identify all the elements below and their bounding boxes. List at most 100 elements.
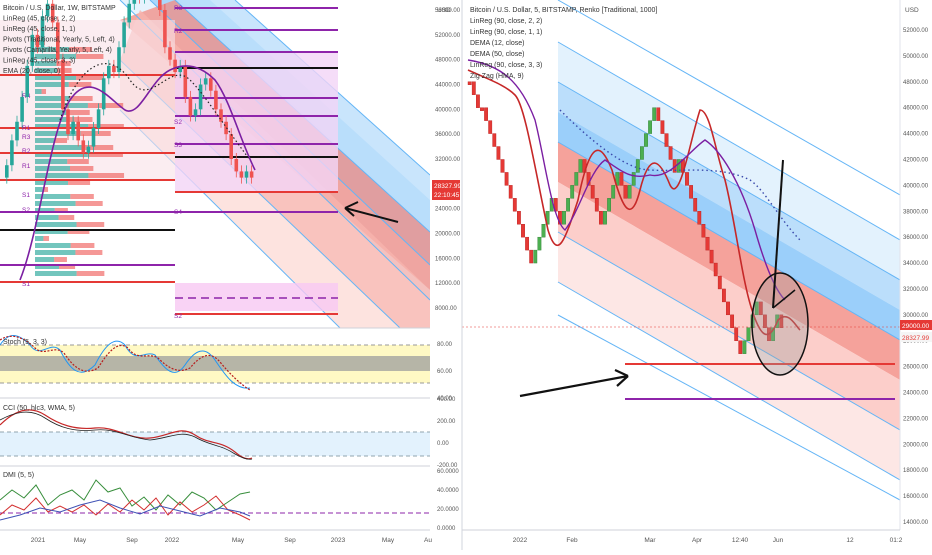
renko-brick: [590, 185, 595, 199]
renko-brick: [607, 198, 612, 212]
right-x-tick: Apr: [692, 537, 703, 544]
left-legend-item: LinReg (45, close, 3, 3): [3, 58, 75, 65]
left-x-axis: 2021 May Sep 2022 May Sep 2023 May Au: [31, 537, 433, 544]
right-price-tick: 38000.00: [903, 209, 929, 215]
right-channel-red: [558, 142, 900, 380]
right-main-pane[interactable]: [462, 0, 900, 501]
right-price-tick: 42000.00: [903, 157, 929, 163]
renko-brick: [537, 236, 542, 251]
volume-bar-down: [68, 82, 92, 87]
volume-bar-up: [35, 159, 68, 164]
left-price-tick: 16000.00: [435, 256, 461, 262]
dmi-label: DMI (5, 5): [3, 472, 34, 479]
right-channel-lines: [557, 0, 900, 501]
left-x-tick: Sep: [126, 537, 138, 544]
renko-brick: [779, 314, 784, 328]
pivot-zone-s: [175, 283, 338, 311]
left-legend: Bitcoin / U.S. Dollar, 1W, BITSTAMP LinRe…: [3, 5, 116, 75]
right-channel-blue-dark: [558, 112, 900, 340]
right-legend-item: LinReg (90, close, 3, 3): [470, 62, 542, 69]
renko-brick: [726, 301, 730, 316]
volume-bar-up: [35, 201, 76, 206]
volume-bar-down: [76, 54, 104, 59]
candle-body: [81, 140, 86, 153]
right-price-tick: 24000.00: [903, 391, 929, 397]
left-legend-item: EMA (20, close, 0): [3, 68, 60, 75]
candle-body: [122, 22, 126, 48]
right-legend-item: Bitcoin / U.S. Dollar, 5, BITSTAMP, Renk…: [470, 7, 657, 14]
candle-body: [219, 109, 223, 122]
candle-body: [158, 0, 162, 10]
renko-brick: [566, 198, 571, 212]
renko-brick: [484, 107, 488, 121]
left-x-tick: May: [382, 537, 395, 544]
volume-bar-up: [35, 96, 70, 101]
renko-brick: [660, 120, 665, 134]
renko-brick: [713, 262, 718, 277]
right-x-tick: 01:2: [890, 537, 903, 544]
right-legend-item: LinReg (90, close, 2, 2): [470, 18, 542, 25]
renko-brick: [697, 211, 702, 225]
renko-brick: [533, 249, 538, 264]
left-countdown: 22:10:45: [434, 192, 460, 199]
pivot-label: R3: [174, 5, 183, 12]
dmi-minus-line: [0, 495, 251, 521]
right-price-tick: 40000.00: [903, 183, 929, 189]
renko-brick: [693, 198, 698, 212]
cci-line: [0, 409, 253, 460]
indicator-tick: -200.00: [437, 463, 458, 469]
candle-body: [30, 34, 35, 66]
left-x-tick: Au: [424, 537, 432, 544]
volume-bar-up: [35, 117, 70, 122]
renko-brick: [562, 211, 566, 225]
renko-brick: [705, 236, 710, 251]
renko-brick: [599, 211, 603, 225]
dmi-axis: 60.0000 40.0000 20.0000 0.0000: [437, 469, 459, 532]
volume-bar-down: [88, 124, 124, 129]
renko-brick: [619, 172, 624, 186]
right-price-tick: 52000.00: [903, 28, 929, 34]
renko-brick: [668, 146, 673, 160]
volume-bar-up: [35, 250, 76, 255]
left-price-tick: 32000.00: [435, 157, 461, 163]
renko-brick: [623, 185, 628, 199]
left-main-pane[interactable]: R4R1R3R2R1S1S2S1R3R2S2S3S4S2: [0, 0, 430, 328]
stoch-axis: 80.00 60.00 40.00: [437, 342, 453, 402]
renko-brick: [676, 159, 681, 173]
volume-bar-up: [35, 89, 42, 94]
right-price-tick: 14000.00: [903, 520, 929, 526]
cci-label: CCI (50, hlc3, WMA, 5): [3, 405, 75, 412]
volume-bar-down: [88, 173, 125, 178]
left-x-tick: 2021: [31, 537, 46, 544]
volume-bar-up: [35, 187, 43, 192]
candle-body: [45, 3, 50, 17]
volume-bar-up: [35, 173, 89, 178]
renko-brick: [631, 172, 636, 186]
right-price-axis-bg: [900, 0, 932, 550]
candle-body: [96, 109, 101, 128]
candle-body: [40, 16, 45, 48]
indicator-tick: 0.0000: [437, 526, 456, 532]
renko-brick: [730, 314, 735, 328]
upward-annotation-tick: [772, 289, 796, 309]
volume-bar-down: [43, 236, 50, 241]
indicator-tick: 40.0000: [437, 488, 459, 494]
candle-body: [117, 47, 121, 73]
renko-brick: [685, 172, 689, 186]
candle-body: [107, 65, 111, 79]
candle-body: [224, 121, 228, 135]
candle-body: [173, 59, 177, 73]
pivot-label: R2: [174, 28, 183, 35]
right-price-badge-2: [900, 332, 932, 342]
renko-brick: [664, 133, 669, 147]
right-x-tick: Jun: [773, 537, 784, 544]
volume-bar-up: [35, 229, 68, 234]
volume-bar-down: [54, 257, 67, 262]
upward-annotation-line: [772, 159, 784, 309]
stoch-label: Stoch (5, 3, 3): [3, 339, 47, 346]
left-price-tick: 56000.00: [435, 8, 461, 14]
left-price-tick: 36000.00: [435, 132, 461, 138]
volume-bar-down: [69, 96, 93, 101]
